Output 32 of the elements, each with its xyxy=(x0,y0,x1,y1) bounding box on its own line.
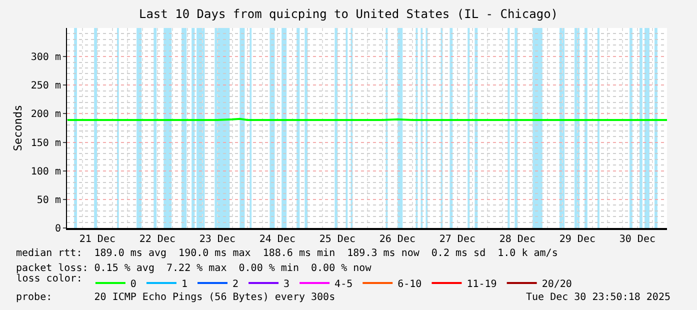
y-tick-label: 300 m xyxy=(30,52,61,64)
legend-label: 11-19 xyxy=(466,278,497,290)
x-tick-label: 24 Dec xyxy=(259,234,296,245)
legend-label: 1 xyxy=(181,278,188,290)
x-tick-label: 23 Dec xyxy=(199,234,236,245)
x-tick-label: 22 Dec xyxy=(139,234,176,245)
y-tick-label: 250 m xyxy=(30,80,61,92)
legend-title: loss color: xyxy=(16,274,82,284)
y-tick-label: 200 m xyxy=(30,109,61,120)
text: packet loss: 0.15 % avg 7.22 % max 0.00 % min 0.00 % now xyxy=(16,263,372,274)
x-tick-label: 28 Dec xyxy=(499,234,536,245)
y-tick-label: 0 xyxy=(54,224,61,234)
legend-label: 3 xyxy=(284,278,290,290)
y-tick-label: 150 m xyxy=(30,138,61,149)
legend-label: 20/20 xyxy=(542,278,572,290)
y-axis-title: Seconds xyxy=(12,104,25,152)
legend-label: 4-5 xyxy=(334,278,353,290)
x-tick-label: 26 Dec xyxy=(379,234,416,245)
legend-label: 2 xyxy=(232,278,239,290)
chart-title: Last 10 Days from quicping to United States (IL - Chicago) xyxy=(138,7,558,22)
text: probe: 20 ICMP Echo Pings (56 Bytes) every 300s xyxy=(16,292,336,303)
x-tick-label: 30 Dec xyxy=(619,234,656,245)
x-tick-label: 21 Dec xyxy=(79,234,116,245)
legend-label: 0 xyxy=(130,278,136,290)
y-tick-label: 50 m xyxy=(36,194,61,206)
x-tick-label: 29 Dec xyxy=(559,234,596,245)
legend-label: 6-10 xyxy=(398,278,422,290)
y-tick-label: 100 m xyxy=(30,166,61,178)
x-tick-label: 27 Dec xyxy=(439,234,476,245)
text: Tue Dec 30 23:50:18 2025 xyxy=(526,292,670,303)
x-tick-label: 25 Dec xyxy=(319,234,356,245)
text: median rtt: 189.0 ms avg 190.0 ms max 188.6 ms min 189.3 ms now 0.2 ms sd 1.0 k am/s xyxy=(16,248,558,259)
